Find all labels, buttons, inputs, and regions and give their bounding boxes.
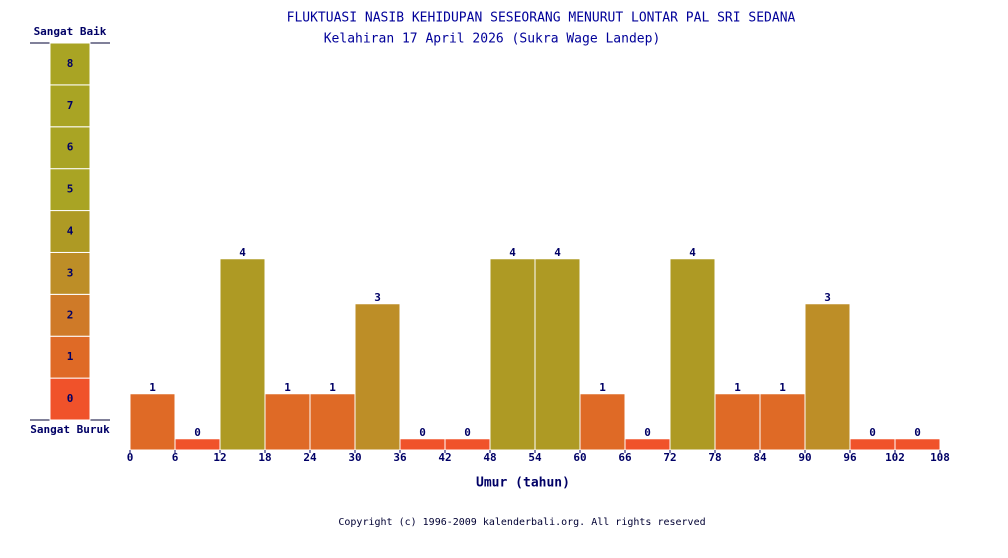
scale-top-label: Sangat Baik xyxy=(34,25,107,38)
scale-bottom-label: Sangat Buruk xyxy=(30,423,110,436)
x-tick-label: 18 xyxy=(258,451,271,464)
x-tick-label: 72 xyxy=(663,451,676,464)
scale-cell xyxy=(49,42,91,86)
scale-level: 2 xyxy=(67,308,74,321)
bar xyxy=(804,303,851,451)
bar xyxy=(669,258,716,451)
scale-level: 0 xyxy=(67,392,74,405)
bar xyxy=(444,438,491,451)
value-label: 4 xyxy=(239,246,246,259)
bar xyxy=(624,438,671,451)
value-label: 3 xyxy=(824,291,831,304)
x-tick-label: 78 xyxy=(708,451,721,464)
value-label: 0 xyxy=(194,426,201,439)
x-axis-label: Umur (tahun) xyxy=(476,476,570,491)
bar xyxy=(219,258,266,451)
scale-cell xyxy=(49,84,91,128)
scale-cell xyxy=(49,293,91,337)
bar xyxy=(264,393,311,451)
bar xyxy=(354,303,401,451)
x-tick-label: 6 xyxy=(172,451,179,464)
scale-level: 1 xyxy=(67,350,74,363)
x-tick-label: 54 xyxy=(528,451,542,464)
x-tick-label: 36 xyxy=(393,451,407,464)
scale-level: 5 xyxy=(67,183,74,196)
x-tick-label: 96 xyxy=(843,451,857,464)
x-tick-label: 90 xyxy=(798,451,811,464)
x-tick-label: 30 xyxy=(348,451,361,464)
x-tick-label: 24 xyxy=(303,451,317,464)
scale-cell xyxy=(49,126,91,170)
chart-title: FLUKTUASI NASIB KEHIDUPAN SESEORANG MENU… xyxy=(287,11,796,26)
bar xyxy=(714,393,761,451)
value-label: 1 xyxy=(734,381,741,394)
value-label: 0 xyxy=(869,426,876,439)
bar xyxy=(849,438,896,451)
bar xyxy=(534,258,581,451)
scale-cell xyxy=(49,168,91,212)
bar xyxy=(309,393,356,451)
value-label: 1 xyxy=(329,381,336,394)
x-tick-label: 42 xyxy=(438,451,451,464)
scale-level: 3 xyxy=(67,266,74,279)
x-tick-label: 0 xyxy=(127,451,134,464)
bar xyxy=(489,258,536,451)
bar xyxy=(399,438,446,451)
value-label: 0 xyxy=(464,426,471,439)
bar xyxy=(129,393,176,451)
x-tick-label: 60 xyxy=(573,451,586,464)
value-label: 1 xyxy=(779,381,786,394)
x-tick-label: 66 xyxy=(618,451,632,464)
x-tick-label: 108 xyxy=(930,451,950,464)
scale-level: 6 xyxy=(67,141,74,154)
bar xyxy=(759,393,806,451)
value-label: 3 xyxy=(374,291,381,304)
footer: Copyright (c) 1996-2009 kalenderbali.org… xyxy=(338,517,705,528)
x-tick-label: 48 xyxy=(483,451,496,464)
scale-cell xyxy=(49,251,91,295)
bar xyxy=(174,438,221,451)
chart-subtitle: Kelahiran 17 April 2026 (Sukra Wage Land… xyxy=(324,32,661,47)
bar xyxy=(894,438,941,451)
x-tick-label: 84 xyxy=(753,451,767,464)
scale-level: 8 xyxy=(67,57,74,70)
x-tick-label: 12 xyxy=(213,451,226,464)
x-tick-label: 102 xyxy=(885,451,905,464)
value-label: 1 xyxy=(284,381,291,394)
value-label: 0 xyxy=(914,426,921,439)
value-label: 4 xyxy=(689,246,696,259)
value-label: 0 xyxy=(644,426,651,439)
scale-level: 7 xyxy=(67,99,74,112)
value-label: 1 xyxy=(149,381,156,394)
value-label: 1 xyxy=(599,381,606,394)
value-label: 4 xyxy=(509,246,516,259)
scale-cell xyxy=(49,377,91,421)
value-label: 0 xyxy=(419,426,426,439)
bar xyxy=(579,393,626,451)
scale-level: 4 xyxy=(67,225,74,238)
value-label: 4 xyxy=(554,246,561,259)
